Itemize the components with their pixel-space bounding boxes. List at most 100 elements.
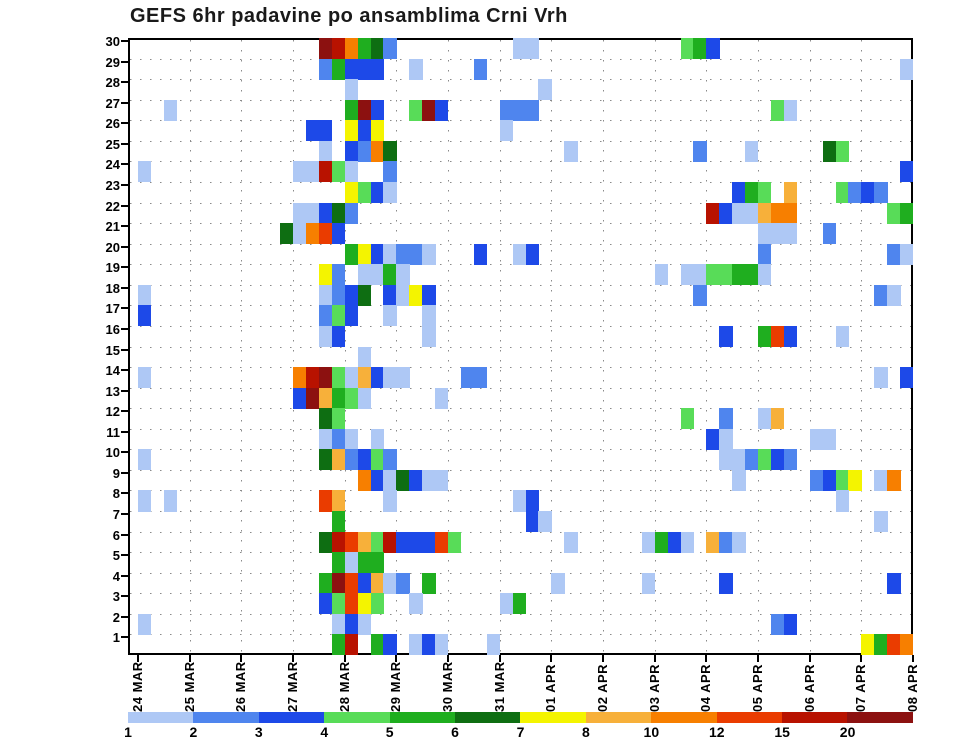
y-tick	[121, 81, 128, 84]
heat-cell	[318, 264, 333, 286]
heat-cell	[318, 161, 333, 183]
heat-cell	[331, 490, 346, 512]
y-tick	[121, 451, 128, 454]
heat-cell	[293, 223, 307, 245]
heat-cell	[138, 305, 152, 327]
heat-cell	[422, 469, 436, 491]
x-tick	[137, 655, 139, 662]
y-axis-label: 25	[105, 136, 120, 152]
heat-cell	[758, 243, 772, 265]
heat-cell	[887, 284, 901, 306]
h-gridline	[130, 181, 911, 183]
heat-cell	[344, 140, 359, 162]
heat-cell	[693, 38, 707, 60]
heat-cell	[783, 325, 798, 347]
heat-cell	[357, 552, 371, 574]
heat-cell	[331, 572, 346, 594]
y-tick	[121, 122, 128, 125]
heat-cell	[344, 305, 359, 327]
heat-cell	[331, 161, 346, 183]
heat-cell	[305, 367, 320, 389]
heat-cell	[551, 572, 565, 594]
heat-cell	[293, 367, 307, 389]
heat-cell	[357, 38, 371, 60]
heat-cell	[396, 531, 410, 553]
heat-cell	[318, 58, 333, 80]
h-gridline	[130, 202, 911, 204]
x-tick	[705, 655, 708, 662]
heat-cell	[732, 531, 746, 553]
x-tick	[343, 655, 346, 662]
heat-cell	[512, 38, 526, 60]
y-axis-label: 23	[105, 177, 120, 193]
x-tick	[860, 655, 863, 662]
heat-cell	[822, 469, 836, 491]
x-axis-label: 04 APR	[698, 663, 714, 712]
colorbar-value: 7	[516, 724, 525, 740]
heat-cell	[409, 469, 423, 491]
h-gridline	[130, 428, 911, 430]
h-gridline	[130, 613, 911, 615]
y-tick	[121, 163, 128, 166]
y-tick	[121, 615, 128, 618]
heat-cell	[680, 264, 694, 286]
heat-cell	[331, 428, 346, 450]
heat-cell	[719, 449, 733, 471]
heat-cell	[344, 552, 359, 574]
heat-cell	[422, 572, 436, 594]
h-gridline	[130, 511, 911, 513]
y-axis-label: 13	[105, 383, 120, 399]
v-gridline	[293, 40, 294, 653]
heat-cell	[422, 99, 436, 121]
heat-cell	[422, 531, 436, 553]
heat-cell	[331, 531, 346, 553]
heat-cell	[344, 38, 359, 60]
heat-cell	[318, 223, 333, 245]
heat-cell	[758, 325, 772, 347]
heat-cell	[525, 38, 539, 60]
heat-cell	[409, 634, 423, 656]
h-gridline	[130, 223, 911, 225]
heat-cell	[357, 140, 371, 162]
heat-cell	[331, 202, 346, 224]
colorbar-segment	[389, 712, 456, 723]
heat-cell	[280, 223, 294, 245]
heat-cell	[383, 305, 397, 327]
heat-cell	[331, 387, 346, 409]
heat-cell	[809, 428, 824, 450]
heat-cell	[357, 613, 371, 635]
x-axis-label: 26 MAR	[233, 661, 249, 712]
heat-cell	[473, 243, 488, 265]
heat-cell	[357, 284, 371, 306]
heat-cell	[331, 284, 346, 306]
h-gridline	[130, 367, 911, 369]
heat-cell	[357, 264, 371, 286]
h-gridline	[130, 120, 911, 122]
colorbar-value: 2	[189, 724, 198, 740]
heat-cell	[383, 572, 397, 594]
h-gridline	[130, 305, 911, 307]
y-axis-label: 30	[105, 34, 120, 49]
heat-cell	[344, 202, 359, 224]
heat-cell	[758, 264, 772, 286]
v-gridline	[241, 40, 243, 653]
heat-cell	[719, 264, 733, 286]
heat-cell	[435, 469, 449, 491]
heat-cell	[370, 449, 384, 471]
x-tick	[240, 655, 243, 662]
y-tick	[121, 225, 128, 228]
y-axis-label: 29	[105, 54, 120, 70]
y-tick	[121, 595, 128, 598]
y-axis-label: 3	[112, 589, 120, 605]
heat-cell	[370, 531, 384, 553]
x-axis-label: 06 APR	[801, 663, 817, 712]
heat-cell	[331, 408, 346, 430]
heat-cell	[745, 264, 759, 286]
heat-cell	[706, 428, 720, 450]
heat-cell	[357, 572, 371, 594]
heat-cell	[357, 469, 371, 491]
heat-cell	[293, 387, 307, 409]
heat-cell	[706, 202, 720, 224]
heat-cell	[383, 469, 397, 491]
heat-cell	[396, 243, 410, 265]
